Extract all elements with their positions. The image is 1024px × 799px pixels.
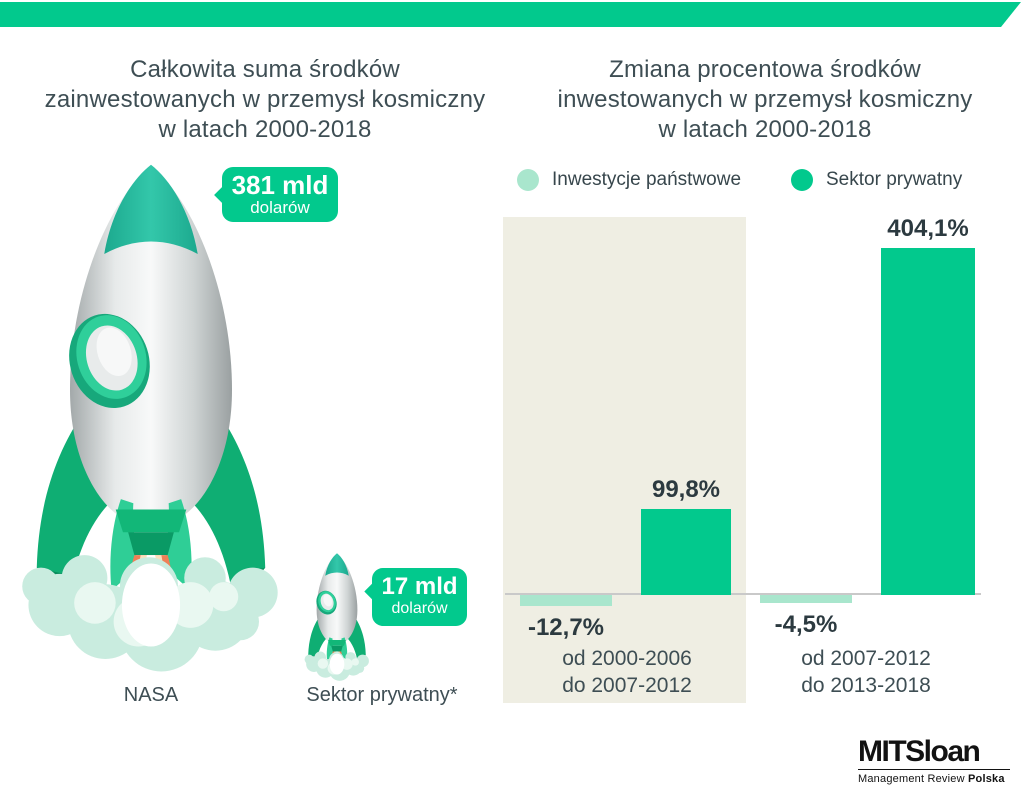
category1-line1: od 2000-2006 (562, 647, 692, 670)
mitsloan-logo: MITSloan Management Review Polska (858, 737, 1010, 785)
right-title-line1: Zmiana procentowa środków (609, 56, 921, 83)
right-title-line2: inwestowanych w przemysł kosmiczny (557, 86, 973, 113)
right-title: Zmiana procentowa środków inwestowanych … (540, 55, 990, 145)
private-badge-value: 17 mld (381, 573, 458, 600)
category1-line2: do 2007-2012 (562, 674, 692, 697)
rocket-private-illustration (303, 551, 371, 682)
category2-line1: od 2007-2012 (801, 647, 931, 670)
top-ribbon (0, 2, 1021, 27)
rocket-nasa-illustration (16, 156, 286, 676)
right-title-line3: w latach 2000-2018 (658, 116, 872, 143)
left-title-line3: w latach 2000-2018 (158, 116, 372, 143)
logo-subtitle: Management Review Polska (858, 773, 1010, 785)
bar-value-label: -4,5% (774, 611, 838, 638)
bar-private-group2 (881, 248, 975, 595)
logo-subtitle-text: Management Review (858, 773, 965, 785)
bar-state-group2 (760, 595, 852, 603)
category2-line2: do 2013-2018 (801, 674, 931, 697)
bar-value-label: 404,1% (887, 215, 969, 242)
legend-label-state-investments: Inwestycje państwowe (552, 169, 742, 190)
left-title-line1: Całkowita suma środków (130, 56, 400, 83)
legend-dot-private-sector (791, 169, 813, 191)
logo-subtitle-bold: Polska (968, 773, 1005, 785)
category-label-1: od 2000-2006 do 2007-2012 (527, 645, 727, 699)
private-investment-badge: 17 mld dolarów (364, 568, 467, 626)
nasa-label: NASA (123, 684, 179, 706)
private-sector-label: Sektor prywatny* (306, 684, 458, 706)
logo-rule (858, 769, 1010, 770)
logo-wordmark: MITSloan (858, 735, 981, 768)
chart-group1-background-panel (503, 217, 746, 703)
nasa-badge-value: 381 mld (231, 170, 329, 200)
left-title: Całkowita suma środków zainwestowanych w… (40, 55, 490, 145)
nasa-badge-unit: dolarów (250, 198, 310, 217)
legend-dot-state-investments (517, 169, 539, 191)
chart-baseline-axis (505, 593, 981, 595)
left-title-line2: zainwestowanych w przemysł kosmiczny (44, 86, 486, 113)
legend-label-private-sector: Sektor prywatny (826, 169, 963, 190)
category-label-2: od 2007-2012 do 2013-2018 (766, 645, 966, 699)
nasa-investment-badge: 381 mld dolarów (214, 167, 338, 222)
private-badge-unit: dolarów (391, 600, 448, 617)
